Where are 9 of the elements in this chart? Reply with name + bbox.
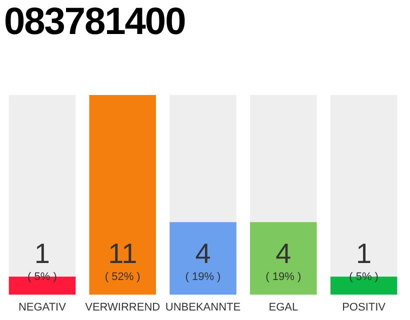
x-tick-label: VERWIRREND <box>85 301 160 314</box>
data-label: 4 ( 19% ) <box>266 238 302 283</box>
x-tick-label: POSITIV <box>342 301 386 314</box>
x-tick-label: NEGATIV <box>18 301 67 314</box>
data-label: 4 ( 19% ) <box>185 238 221 283</box>
x-tick-label: UNBEKANNTE <box>165 301 241 314</box>
chart-title: 083781400 <box>4 0 186 44</box>
x-tick-label: EGAL <box>268 301 298 314</box>
data-label: 11 ( 52% ) <box>104 238 140 283</box>
